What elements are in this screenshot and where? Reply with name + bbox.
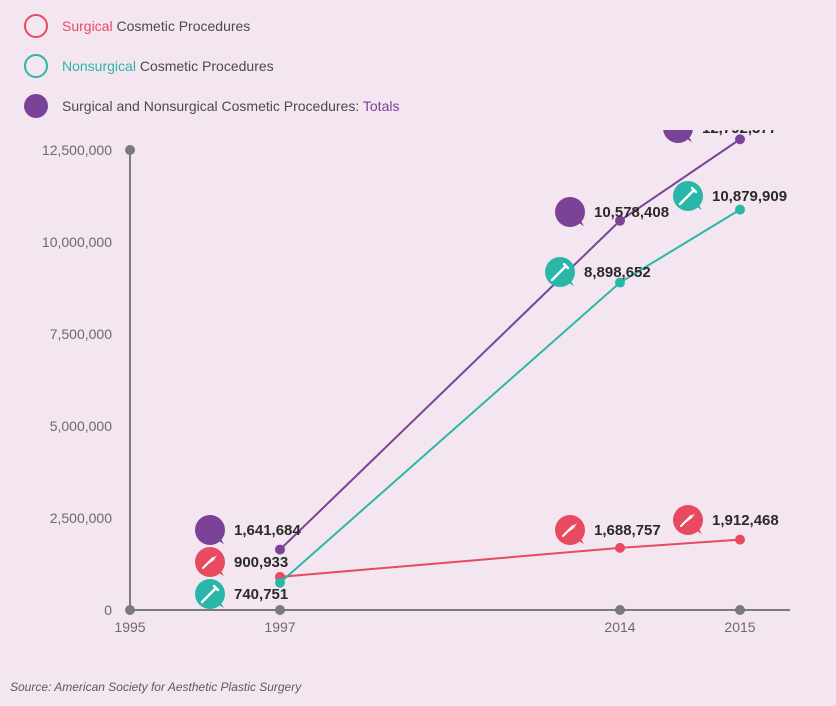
svg-text:1,641,684: 1,641,684 <box>234 522 301 539</box>
legend-label-nonsurgical: Nonsurgical Cosmetic Procedures <box>62 58 274 74</box>
svg-text:2015: 2015 <box>724 619 755 635</box>
legend: Surgical Cosmetic Procedures Nonsurgical… <box>0 0 836 118</box>
svg-text:0: 0 <box>104 602 112 618</box>
svg-text:900,933: 900,933 <box>234 554 288 571</box>
svg-text:10,578,408: 10,578,408 <box>594 204 669 221</box>
svg-text:1995: 1995 <box>114 619 145 635</box>
svg-text:2,500,000: 2,500,000 <box>50 510 112 526</box>
source-citation: Source: American Society for Aesthetic P… <box>10 680 301 694</box>
svg-text:12,500,000: 12,500,000 <box>42 142 112 158</box>
svg-text:12,792,377: 12,792,377 <box>702 130 777 137</box>
legend-dot-surgical <box>24 14 48 38</box>
legend-label-surgical: Surgical Cosmetic Procedures <box>62 18 250 34</box>
svg-text:10,879,909: 10,879,909 <box>712 188 787 205</box>
svg-text:8,898,652: 8,898,652 <box>584 264 651 281</box>
line-chart: 0 2,500,000 5,000,000 7,500,000 10,000,000 12… <box>0 130 820 660</box>
svg-text:2014: 2014 <box>604 619 635 635</box>
svg-text:1,912,468: 1,912,468 <box>712 512 779 529</box>
svg-text:740,751: 740,751 <box>234 586 288 603</box>
svg-text:1997: 1997 <box>264 619 295 635</box>
legend-dot-totals <box>24 94 48 118</box>
svg-text:1,688,757: 1,688,757 <box>594 522 661 539</box>
legend-item-nonsurgical: Nonsurgical Cosmetic Procedures <box>24 54 836 78</box>
legend-item-totals: Surgical and Nonsurgical Cosmetic Proced… <box>24 94 836 118</box>
legend-dot-nonsurgical <box>24 54 48 78</box>
svg-text:10,000,000: 10,000,000 <box>42 234 112 250</box>
legend-item-surgical: Surgical Cosmetic Procedures <box>24 14 836 38</box>
chart-container: 0 2,500,000 5,000,000 7,500,000 10,000,000 12… <box>0 130 836 660</box>
legend-label-totals: Surgical and Nonsurgical Cosmetic Proced… <box>62 98 399 114</box>
svg-text:7,500,000: 7,500,000 <box>50 326 112 342</box>
svg-text:5,000,000: 5,000,000 <box>50 418 112 434</box>
